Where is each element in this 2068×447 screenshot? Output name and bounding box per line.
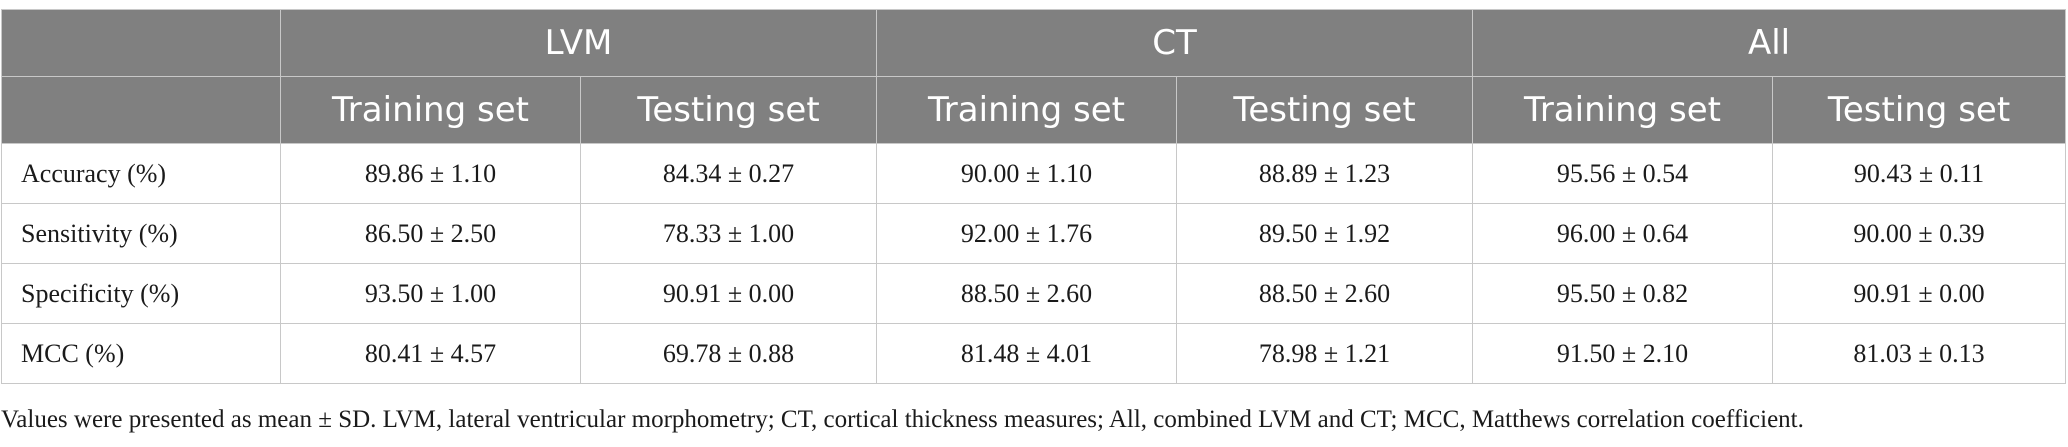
table-cell: 89.86 ± 1.10	[280, 143, 581, 204]
table-cell: 90.43 ± 0.11	[1772, 143, 2067, 204]
corner-cell	[1, 9, 281, 77]
subheader-training-set: Training set	[1472, 76, 1774, 144]
table-footnote: Values were presented as mean ± SD. LVM,…	[1, 406, 1804, 433]
table-cell: 88.89 ± 1.23	[1175, 143, 1474, 204]
metric-label: Accuracy (%)	[1, 143, 281, 204]
table-row: Sensitivity (%) 86.50 ± 2.50 78.33 ± 1.0…	[1, 203, 2067, 264]
table-cell: 96.00 ± 0.64	[1472, 203, 1774, 264]
group-header-row: LVM CT All	[1, 9, 2067, 77]
table-cell: 78.33 ± 1.00	[580, 203, 877, 264]
subheader-training-set: Training set	[280, 76, 581, 144]
table-row: Accuracy (%) 89.86 ± 1.10 84.34 ± 0.27 9…	[1, 143, 2067, 204]
table-row: MCC (%) 80.41 ± 4.57 69.78 ± 0.88 81.48 …	[1, 323, 2067, 384]
results-table: LVM CT All Training set Testing set Trai…	[1, 9, 2067, 384]
table-cell: 90.00 ± 1.10	[876, 143, 1177, 204]
table-cell: 90.00 ± 0.39	[1772, 203, 2067, 264]
metric-label: Specificity (%)	[1, 263, 281, 324]
table-cell: 93.50 ± 1.00	[280, 263, 581, 324]
table-cell: 90.91 ± 0.00	[580, 263, 877, 324]
table-cell: 88.50 ± 2.60	[1175, 263, 1474, 324]
metric-label: MCC (%)	[1, 323, 281, 384]
table-cell: 95.50 ± 0.82	[1472, 263, 1774, 324]
table-cell: 89.50 ± 1.92	[1175, 203, 1474, 264]
table-cell: 78.98 ± 1.21	[1175, 323, 1474, 384]
table-cell: 92.00 ± 1.76	[876, 203, 1177, 264]
subheader-testing-set: Testing set	[1175, 76, 1474, 144]
table-cell: 86.50 ± 2.50	[280, 203, 581, 264]
table-cell: 81.48 ± 4.01	[876, 323, 1177, 384]
table-row: Specificity (%) 93.50 ± 1.00 90.91 ± 0.0…	[1, 263, 2067, 324]
subheader-testing-set: Testing set	[580, 76, 877, 144]
corner-cell	[1, 76, 281, 144]
table-cell: 91.50 ± 2.10	[1472, 323, 1774, 384]
group-header-ct: CT	[875, 9, 1474, 77]
group-header-all: All	[1472, 9, 2067, 77]
group-header-lvm: LVM	[280, 9, 877, 77]
table-cell: 81.03 ± 0.13	[1772, 323, 2067, 384]
subheader-row: Training set Testing set Training set Te…	[1, 76, 2067, 144]
subheader-training-set: Training set	[876, 76, 1177, 144]
table-cell: 84.34 ± 0.27	[580, 143, 877, 204]
table-cell: 69.78 ± 0.88	[580, 323, 877, 384]
table-cell: 95.56 ± 0.54	[1472, 143, 1774, 204]
metric-label: Sensitivity (%)	[1, 203, 281, 264]
table-cell: 80.41 ± 4.57	[280, 323, 581, 384]
table-cell: 90.91 ± 0.00	[1772, 263, 2067, 324]
subheader-testing-set: Testing set	[1772, 76, 2067, 144]
table-cell: 88.50 ± 2.60	[876, 263, 1177, 324]
